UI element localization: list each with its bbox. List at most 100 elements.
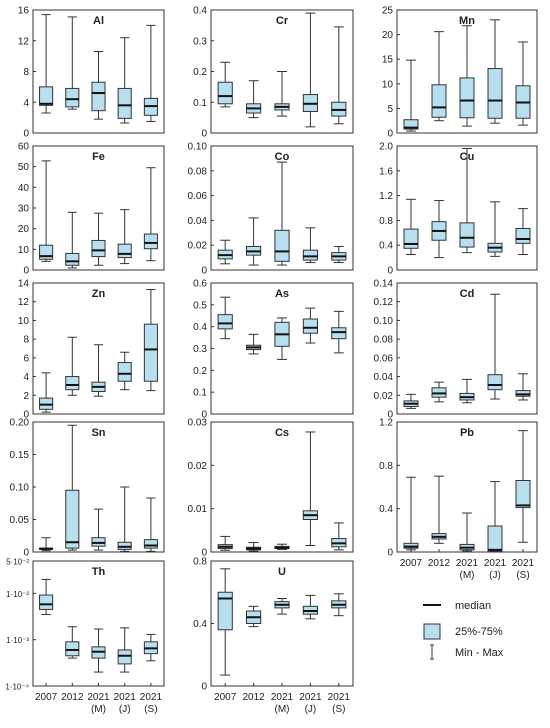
x-tick-label-line: 2021 bbox=[512, 558, 535, 569]
x-tick-label: 2021 (S) bbox=[140, 692, 163, 715]
panel-zn: Zn 0 2 4 6 8 10 12 14 bbox=[18, 279, 165, 421]
box-1 bbox=[403, 393, 419, 409]
box-4 bbox=[487, 19, 503, 124]
box-1 bbox=[403, 198, 419, 255]
panel-title: Al bbox=[93, 15, 104, 27]
box-4 bbox=[117, 627, 132, 673]
panel-title: As bbox=[275, 288, 289, 300]
y-tick-label: 0.04 bbox=[188, 216, 208, 227]
panel-cs: Cs 0 0.01 0.02 0.03 bbox=[188, 418, 354, 559]
iqr-box bbox=[515, 227, 531, 244]
y-tick-label: 0.14 bbox=[374, 279, 394, 290]
y-tick-label: 0 bbox=[201, 548, 207, 559]
box-1 bbox=[217, 568, 233, 676]
iqr-box bbox=[117, 87, 132, 119]
box-4 bbox=[302, 227, 318, 264]
box-5 bbox=[143, 167, 158, 262]
legend-median-label: median bbox=[455, 600, 491, 612]
y-tick-label: 0 bbox=[387, 129, 393, 140]
x-tick-label: 2021 (S) bbox=[512, 558, 535, 581]
y-tick-label: 0.3 bbox=[193, 344, 207, 355]
box-2 bbox=[65, 424, 80, 551]
iqr-box bbox=[217, 81, 233, 105]
y-tick-label: 0.8 bbox=[193, 557, 207, 568]
y-tick-label: 4 bbox=[23, 372, 29, 383]
iqr-box bbox=[143, 323, 158, 382]
iqr-box bbox=[302, 318, 318, 334]
y-tick-label: 50 bbox=[18, 162, 30, 173]
y-tick-label: 0 bbox=[387, 410, 393, 421]
box-5 bbox=[331, 522, 347, 551]
iqr-box bbox=[65, 376, 80, 391]
y-tick-label: 20 bbox=[18, 224, 30, 235]
y-tick-label: 0 bbox=[387, 266, 393, 277]
y-tick-label: 0.05 bbox=[10, 515, 30, 526]
y-tick-label: 1·10⁻³ bbox=[6, 636, 29, 645]
y-tick-label: 0.1 bbox=[193, 98, 207, 109]
y-tick-label: 0 bbox=[23, 410, 29, 421]
iqr-box bbox=[487, 525, 503, 552]
box-1 bbox=[39, 578, 54, 615]
y-tick-label: 0.4 bbox=[193, 322, 207, 333]
y-tick-label: 1·10⁻² bbox=[6, 590, 29, 599]
y-tick-label: 0.4 bbox=[193, 6, 207, 17]
panel-frame bbox=[396, 282, 538, 415]
y-tick-label: 5 bbox=[387, 104, 393, 115]
y-tick-label: 20 bbox=[382, 30, 394, 41]
box-2 bbox=[65, 336, 80, 396]
box-2 bbox=[246, 605, 262, 628]
y-tick-label: 0 bbox=[201, 129, 207, 140]
x-tick-label-line: (J) bbox=[489, 570, 501, 581]
box-4 bbox=[487, 201, 503, 257]
box-1 bbox=[217, 535, 233, 551]
y-tick-label: 0.10 bbox=[10, 483, 30, 494]
box-2 bbox=[246, 333, 262, 355]
y-tick-label: 1·10⁻⁴ bbox=[5, 683, 29, 692]
box-3 bbox=[459, 25, 475, 127]
y-tick-label: 12 bbox=[18, 36, 30, 47]
box-3 bbox=[459, 378, 475, 404]
y-tick-label: 15 bbox=[382, 55, 394, 66]
x-tick-label: 2012 bbox=[428, 558, 451, 569]
y-tick-label: 14 bbox=[18, 279, 30, 290]
panel-title: Pb bbox=[460, 427, 474, 439]
x-tick-label: 2021 (J) bbox=[114, 692, 137, 715]
box-4 bbox=[302, 594, 318, 620]
y-tick-label: 0 bbox=[23, 129, 29, 140]
x-tick-label: 2021 (J) bbox=[299, 692, 322, 715]
iqr-box bbox=[143, 539, 158, 549]
iqr-box bbox=[487, 374, 503, 391]
iqr-box bbox=[403, 119, 419, 130]
y-tick-label: 0.2 bbox=[193, 67, 207, 78]
y-tick-label: 0.8 bbox=[379, 216, 393, 227]
y-tick-label: 0 bbox=[201, 682, 207, 693]
x-tick-label-line: (S) bbox=[144, 704, 157, 715]
iqr-box bbox=[403, 228, 419, 249]
box-4 bbox=[302, 12, 318, 128]
box-3 bbox=[91, 344, 106, 397]
box-5 bbox=[143, 289, 158, 392]
iqr-box bbox=[117, 362, 132, 382]
box-4 bbox=[117, 486, 132, 552]
panel-frame bbox=[396, 145, 538, 271]
y-tick-label: 10 bbox=[18, 316, 30, 327]
x-tick-label-line: 2021 bbox=[271, 692, 294, 703]
y-tick-label: 1.2 bbox=[379, 418, 393, 429]
panel-fe: Fe 0 10 20 30 40 50 60 bbox=[18, 142, 165, 277]
y-tick-label: 10 bbox=[382, 79, 394, 90]
panel-frame bbox=[210, 421, 354, 553]
box-1 bbox=[39, 160, 54, 262]
y-tick-label: 0 bbox=[387, 548, 393, 559]
box-3 bbox=[459, 512, 475, 552]
panel-frame bbox=[396, 9, 538, 134]
x-tick-label: 2012 bbox=[61, 692, 84, 703]
iqr-box bbox=[459, 77, 475, 119]
x-tick-label: 2021 (J) bbox=[484, 558, 507, 581]
iqr-box bbox=[217, 591, 233, 631]
box-2 bbox=[65, 626, 80, 659]
iqr-box bbox=[91, 81, 106, 112]
y-tick-label: 0.02 bbox=[374, 391, 394, 402]
